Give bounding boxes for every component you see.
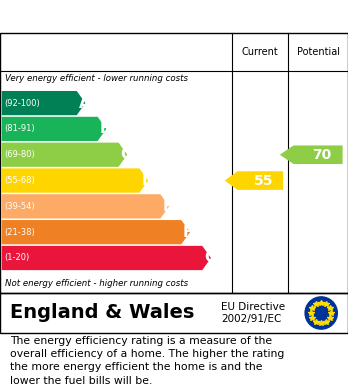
Text: Energy Efficiency Rating: Energy Efficiency Rating bbox=[10, 9, 220, 24]
Text: (55-68): (55-68) bbox=[4, 176, 35, 185]
Text: F: F bbox=[183, 225, 193, 240]
Text: (81-91): (81-91) bbox=[4, 124, 35, 133]
Text: Not energy efficient - higher running costs: Not energy efficient - higher running co… bbox=[5, 279, 188, 288]
Text: England & Wales: England & Wales bbox=[10, 303, 195, 323]
Text: (92-100): (92-100) bbox=[4, 99, 40, 108]
Text: (39-54): (39-54) bbox=[4, 202, 35, 211]
Polygon shape bbox=[2, 91, 85, 115]
Polygon shape bbox=[2, 220, 190, 244]
Polygon shape bbox=[2, 246, 211, 270]
Polygon shape bbox=[280, 145, 343, 164]
Polygon shape bbox=[2, 143, 127, 167]
Text: 55: 55 bbox=[254, 174, 274, 188]
Text: (1-20): (1-20) bbox=[4, 253, 30, 262]
Text: D: D bbox=[141, 173, 154, 188]
Polygon shape bbox=[225, 171, 283, 190]
Text: 70: 70 bbox=[313, 148, 332, 162]
Text: (69-80): (69-80) bbox=[4, 150, 35, 159]
Text: E: E bbox=[162, 199, 173, 214]
Text: Potential: Potential bbox=[296, 47, 340, 57]
Text: The energy efficiency rating is a measure of the
overall efficiency of a home. T: The energy efficiency rating is a measur… bbox=[10, 336, 285, 386]
Polygon shape bbox=[2, 169, 148, 193]
Polygon shape bbox=[2, 194, 169, 219]
Text: Very energy efficient - lower running costs: Very energy efficient - lower running co… bbox=[5, 74, 188, 83]
Text: EU Directive
2002/91/EC: EU Directive 2002/91/EC bbox=[221, 302, 285, 324]
Text: G: G bbox=[204, 251, 216, 265]
Text: A: A bbox=[78, 96, 90, 111]
Circle shape bbox=[305, 297, 337, 329]
Text: B: B bbox=[100, 122, 111, 136]
Text: C: C bbox=[120, 147, 132, 162]
Polygon shape bbox=[2, 117, 106, 141]
Text: (21-38): (21-38) bbox=[4, 228, 35, 237]
Text: Current: Current bbox=[242, 47, 279, 57]
